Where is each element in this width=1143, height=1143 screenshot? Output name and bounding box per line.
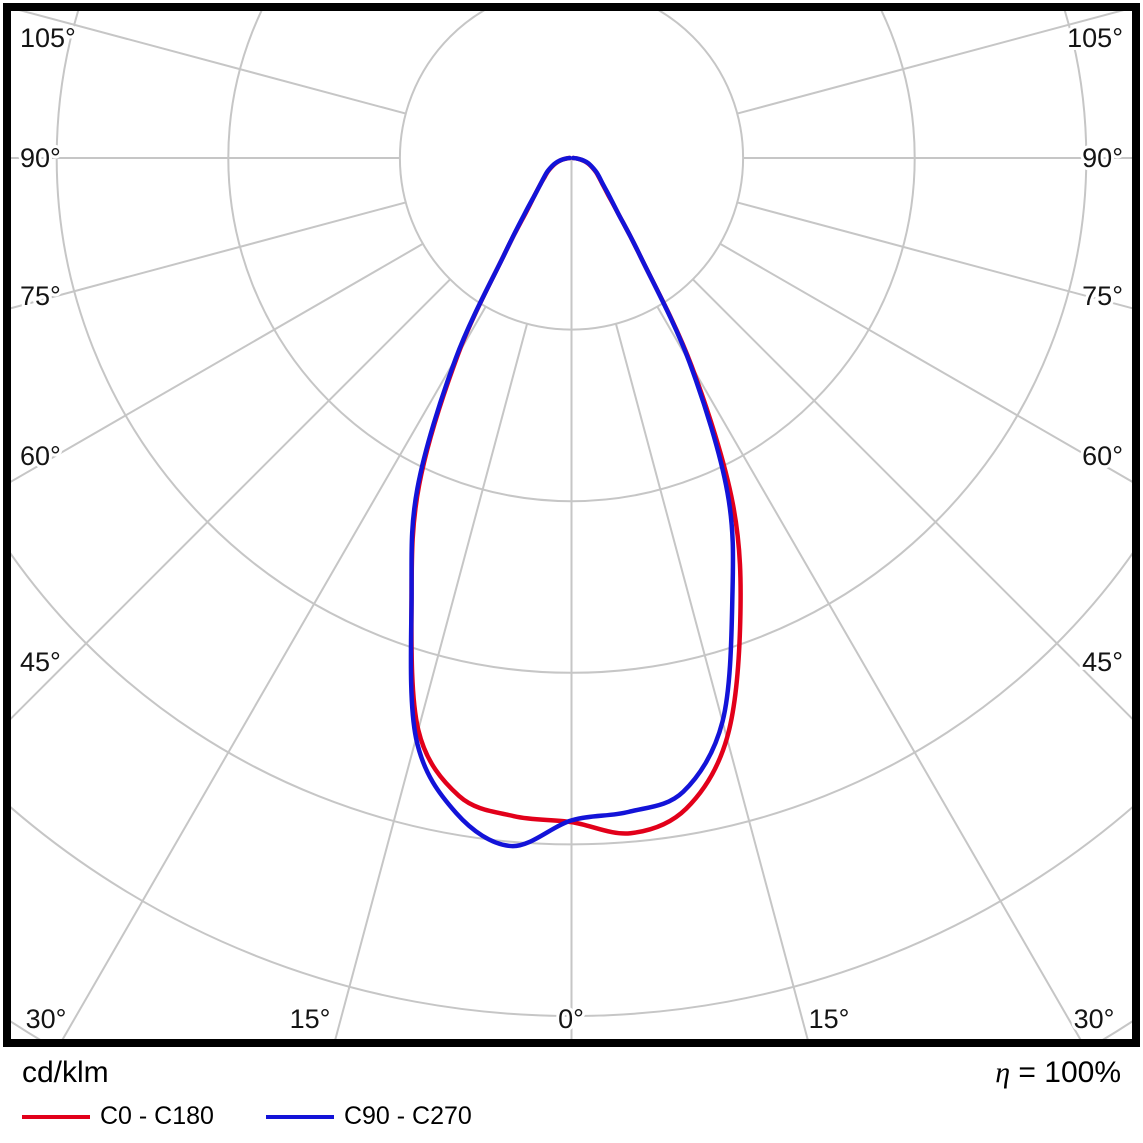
footer: cd/klm η = 100% C0 - C180 C90 - C270 [0,1048,1143,1131]
intensity-curves [408,155,743,849]
grid-ray [19,11,407,115]
legend-label-c90-c270: C90 - C270 [343,1102,472,1130]
legend-line-blue [265,1114,334,1119]
angle-label: 75° [20,281,61,311]
angle-label: 60° [20,441,61,471]
grid-ray [692,278,1136,724]
angle-label: 90° [1082,143,1123,173]
angle-labels: 105° 105° 90° 90° 75° 75° 60° 60° 45° 45° 30° 15° 0°… [17,20,1126,1037]
grid-ray [11,242,424,483]
footer-row-units: cd/klm η = 100% [22,1056,1121,1090]
legend: C0 - C180 C90 - C270 [22,1102,1121,1131]
angle-label: 45° [20,647,61,677]
legend-item-c0-c180: C0 - C180 [22,1102,214,1131]
grid-ray [333,323,529,1043]
angle-label: 45° [1082,647,1123,677]
unit-label: cd/klm [22,1056,109,1089]
chart-frame [3,3,1140,1047]
angle-label: 105° [20,23,76,53]
efficiency-label: η = 100% [995,1056,1121,1090]
polar-grid [11,11,1136,1043]
angle-label: 0° [558,1004,584,1034]
angle-label: 90° [20,143,61,173]
legend-line-red [22,1114,90,1119]
grid-ray [736,201,1136,311]
legend-label-c0-c180: C0 - C180 [100,1102,214,1130]
angle-label: 105° [1067,23,1123,53]
angle-label: 30° [26,1004,67,1034]
angle-label: 60° [1082,441,1123,471]
angle-label: 75° [1082,281,1123,311]
curve-c0-c180 [409,155,743,836]
curve-c90-c270 [408,155,736,849]
grid-ray [11,278,451,720]
grid-ray [736,11,1124,115]
angle-label: 30° [1074,1004,1115,1034]
grid-ray [719,242,1136,486]
angle-label: 15° [290,1004,331,1034]
grid-ray [614,323,810,1043]
grid-ray [11,201,407,310]
polar-chart: 105° 105° 90° 90° 75° 75° 60° 60° 45° 45° 30° 15° 0°… [3,3,1140,1047]
grid-ray [656,306,1084,1043]
efficiency-value: = 100% [1010,1056,1121,1089]
legend-item-c90-c270: C90 - C270 [265,1102,472,1131]
grid-ray [59,306,487,1043]
eta-symbol: η [995,1056,1011,1089]
angle-label: 15° [809,1004,850,1034]
